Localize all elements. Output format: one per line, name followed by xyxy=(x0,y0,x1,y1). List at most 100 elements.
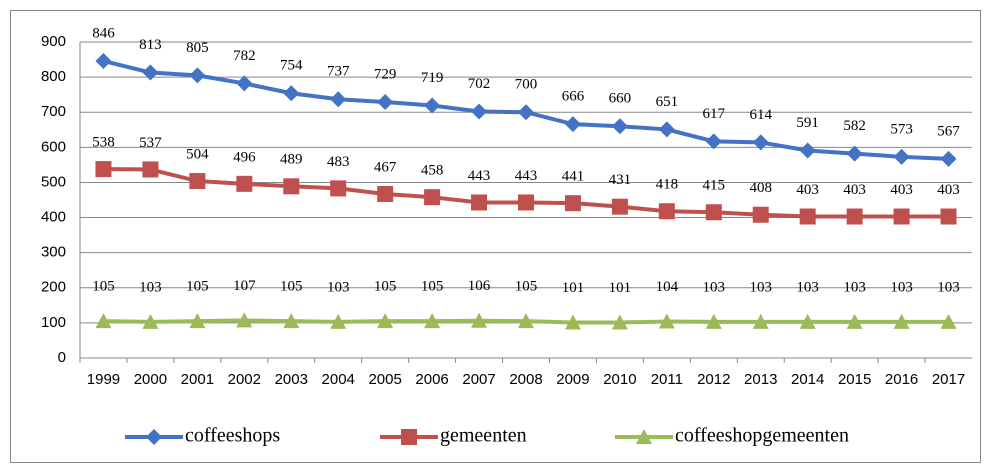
data-label: 431 xyxy=(609,172,632,188)
marker xyxy=(658,203,675,220)
marker xyxy=(564,195,581,212)
data-label: 443 xyxy=(515,168,538,184)
data-label: 104 xyxy=(656,279,679,295)
legend-label: coffeeshopgemeenten xyxy=(675,425,849,447)
data-label: 403 xyxy=(796,182,819,198)
chart-border xyxy=(10,10,981,463)
marker xyxy=(236,75,253,92)
x-tick-label: 2017 xyxy=(932,371,965,388)
marker xyxy=(471,194,488,211)
data-label: 101 xyxy=(609,280,632,296)
y-tick-label: 400 xyxy=(41,209,66,226)
x-tick-label: 2005 xyxy=(368,371,401,388)
marker xyxy=(283,85,300,102)
data-label: 105 xyxy=(515,279,538,295)
marker xyxy=(283,178,300,195)
data-label: 105 xyxy=(374,279,397,295)
marker xyxy=(471,103,488,120)
x-tick-label: 2004 xyxy=(322,371,355,388)
marker xyxy=(940,208,957,225)
marker xyxy=(658,313,675,329)
marker xyxy=(424,189,441,206)
data-label: 582 xyxy=(843,118,866,134)
data-label: 103 xyxy=(937,279,960,295)
marker xyxy=(705,133,722,150)
marker xyxy=(424,97,441,114)
marker xyxy=(471,312,488,328)
marker xyxy=(799,313,816,329)
data-label: 660 xyxy=(609,91,632,107)
x-tick-label: 2011 xyxy=(651,371,683,388)
data-label: 101 xyxy=(562,280,585,296)
x-tick-label: 2001 xyxy=(181,371,214,388)
data-label: 754 xyxy=(280,58,303,74)
data-label: 591 xyxy=(796,115,819,131)
marker xyxy=(142,161,159,178)
data-label: 103 xyxy=(890,279,913,295)
data-label: 103 xyxy=(703,279,726,295)
marker xyxy=(401,429,417,445)
data-label: 538 xyxy=(92,135,115,151)
x-tick-label: 2000 xyxy=(134,371,167,388)
data-label: 105 xyxy=(92,279,115,295)
data-label: 813 xyxy=(139,37,162,53)
marker xyxy=(799,208,816,225)
data-label: 105 xyxy=(280,279,303,295)
marker xyxy=(189,313,206,329)
x-tick-label: 2014 xyxy=(791,371,824,388)
x-tick-label: 2009 xyxy=(556,371,589,388)
marker xyxy=(146,429,162,445)
data-label: 403 xyxy=(843,182,866,198)
data-label: 105 xyxy=(421,279,444,295)
data-label: 408 xyxy=(749,180,772,196)
x-tick-label: 2010 xyxy=(603,371,636,388)
marker xyxy=(283,313,300,329)
marker xyxy=(940,150,957,167)
marker xyxy=(330,180,347,197)
marker xyxy=(940,313,957,329)
data-label: 103 xyxy=(327,279,350,295)
marker xyxy=(893,208,910,225)
marker xyxy=(142,64,159,81)
data-label: 737 xyxy=(327,64,350,80)
marker xyxy=(893,148,910,165)
data-label: 415 xyxy=(703,178,726,194)
marker xyxy=(658,121,675,138)
data-label: 443 xyxy=(468,168,491,184)
marker xyxy=(189,67,206,84)
marker xyxy=(752,313,769,329)
data-label: 106 xyxy=(468,278,491,294)
marker xyxy=(611,198,628,215)
marker xyxy=(846,313,863,329)
y-tick-label: 500 xyxy=(41,173,66,190)
y-tick-label: 600 xyxy=(41,138,66,155)
marker xyxy=(799,142,816,159)
data-label: 537 xyxy=(139,135,162,151)
data-label: 846 xyxy=(92,25,115,41)
marker xyxy=(846,208,863,225)
data-label: 483 xyxy=(327,154,350,170)
data-label: 496 xyxy=(233,149,256,165)
x-tick-label: 2015 xyxy=(838,371,871,388)
marker xyxy=(752,206,769,223)
marker xyxy=(518,104,534,121)
marker xyxy=(189,173,206,190)
marker xyxy=(330,313,347,329)
data-label: 666 xyxy=(562,89,585,105)
data-label: 458 xyxy=(421,163,444,179)
marker xyxy=(424,313,441,329)
marker xyxy=(518,194,534,211)
data-label: 567 xyxy=(937,123,960,139)
marker xyxy=(377,94,394,111)
data-label: 719 xyxy=(421,70,444,86)
marker xyxy=(564,116,581,133)
data-label: 805 xyxy=(186,40,209,56)
data-label: 441 xyxy=(562,169,585,185)
marker xyxy=(893,313,910,329)
data-label: 700 xyxy=(515,77,538,93)
marker xyxy=(636,429,652,444)
data-label: 467 xyxy=(374,159,397,175)
data-label: 403 xyxy=(937,182,960,198)
data-label: 782 xyxy=(233,48,256,64)
marker xyxy=(611,118,628,135)
